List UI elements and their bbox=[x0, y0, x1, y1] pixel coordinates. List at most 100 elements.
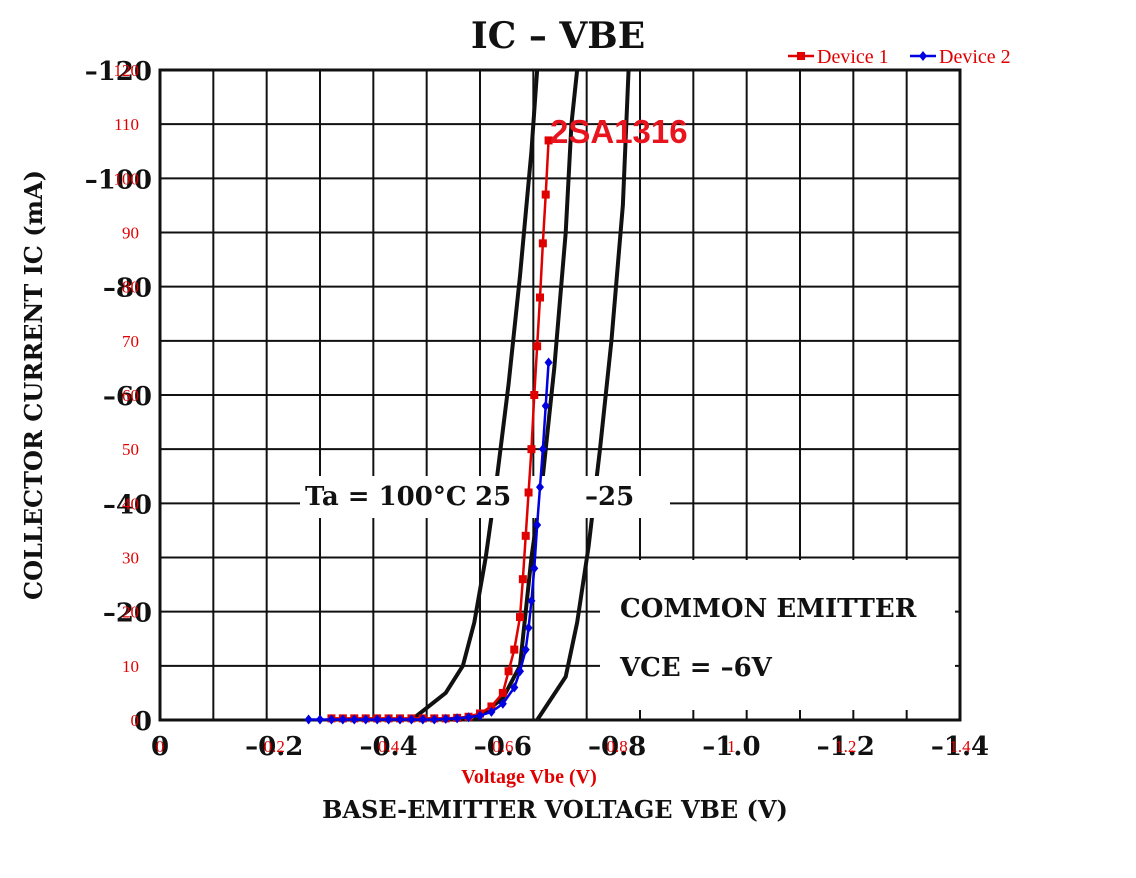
data-point-device-1 bbox=[524, 488, 533, 497]
data-point-device-1 bbox=[533, 342, 542, 351]
data-point-device-2 bbox=[544, 357, 553, 368]
reference-y-tick: 0 bbox=[134, 707, 152, 737]
legend: Device 1 Device 2 bbox=[788, 46, 1011, 68]
data-point-device-2 bbox=[338, 714, 347, 725]
data-point-device-2 bbox=[498, 698, 507, 709]
data-point-device-1 bbox=[544, 136, 553, 145]
reference-x-tick: –0.4 bbox=[359, 732, 417, 762]
data-point-device-2 bbox=[441, 713, 450, 724]
annotation-ta-minus25: –25 bbox=[585, 482, 634, 512]
data-point-device-1 bbox=[518, 575, 527, 584]
data-point-device-2 bbox=[384, 714, 393, 725]
overlay-y-tick: 70 bbox=[122, 332, 139, 351]
reference-x-tick: –0.6 bbox=[474, 732, 532, 762]
overlay-y-tick: 120 bbox=[114, 61, 140, 80]
data-point-device-1 bbox=[510, 645, 519, 654]
overlay-y-tick: 110 bbox=[114, 115, 139, 134]
reference-x-tick: –1.0 bbox=[702, 732, 760, 762]
data-point-device-1 bbox=[521, 531, 530, 540]
reference-x-tick: –1.4 bbox=[931, 732, 989, 762]
main-y-axis-label: COLLECTOR CURRENT IC (mA) bbox=[19, 170, 48, 600]
reference-y-tick: –20 bbox=[103, 599, 152, 629]
reference-labels: IC – VBE COLLECTOR CURRENT IC (mA) BASE-… bbox=[19, 15, 955, 824]
reference-y-tick: –80 bbox=[103, 274, 152, 304]
reference-x-tick: 0 bbox=[151, 732, 169, 762]
overlay-y-tick: 20 bbox=[122, 603, 139, 622]
series-line-device-1 bbox=[331, 140, 550, 720]
data-point-device-2 bbox=[533, 520, 542, 530]
overlay-y-tick: 30 bbox=[122, 549, 139, 568]
reference-x-tick: –0.8 bbox=[588, 732, 646, 762]
overlay-y-tick: 50 bbox=[122, 440, 139, 459]
overlay-y-tick: 90 bbox=[122, 224, 139, 243]
legend-label-device-2: Device 2 bbox=[939, 46, 1011, 68]
overlay-x-tick: 0.4 bbox=[378, 737, 400, 756]
reference-tick-labels: 0 –0.2 –0.4 –0.6 –0.8 –1.0 –1.2 –1.4 0 –20 –40 –60 –… bbox=[85, 57, 989, 762]
main-chart-title: IC – VBE bbox=[471, 15, 645, 57]
data-point-device-2 bbox=[541, 400, 550, 411]
data-point-device-1 bbox=[530, 391, 539, 399]
overlay-x-tick: 0.2 bbox=[264, 737, 285, 756]
legend-label-device-1: Device 1 bbox=[817, 46, 889, 68]
reference-y-tick: –60 bbox=[103, 382, 152, 412]
data-point-device-2 bbox=[464, 712, 473, 723]
data-point-device-2 bbox=[521, 644, 530, 655]
data-point-device-2 bbox=[538, 444, 547, 455]
legend-marker-device-2 bbox=[919, 51, 927, 61]
data-point-device-2 bbox=[530, 563, 539, 574]
overlay-y-tick: 0 bbox=[131, 711, 140, 730]
data-point-device-1 bbox=[516, 613, 524, 622]
data-point-device-2 bbox=[316, 714, 324, 725]
data-point-device-2 bbox=[453, 713, 462, 724]
data-point-device-2 bbox=[373, 714, 382, 725]
overlay-tick-labels: 0 0.2 0.4 0.6 0.8 1 1.2 1.4 0 10 20 30 40 50 60 70 80 90 1… bbox=[114, 61, 972, 756]
overlay-x-tick: 1.2 bbox=[835, 737, 856, 756]
annotation-ta-25: 25 bbox=[475, 482, 511, 512]
device-part-number: 2SA1316 bbox=[550, 113, 688, 150]
overlay-y-tick: 100 bbox=[114, 169, 140, 188]
overlay-y-tick: 80 bbox=[122, 278, 139, 297]
overlay-x-tick: 1.4 bbox=[949, 737, 971, 756]
data-point-device-2 bbox=[350, 714, 359, 725]
data-point-device-1 bbox=[538, 239, 547, 248]
data-point-device-2 bbox=[510, 682, 519, 693]
overlay-x-tick: 0 bbox=[156, 737, 165, 756]
overlay-y-tick: 10 bbox=[122, 657, 139, 676]
annotation-background bbox=[300, 476, 670, 518]
data-point-device-2 bbox=[536, 482, 544, 493]
condition-box bbox=[600, 560, 955, 710]
reference-y-tick: –100 bbox=[85, 165, 152, 195]
overlay-series bbox=[304, 136, 553, 725]
data-point-device-2 bbox=[396, 714, 404, 725]
overlay-y-tick: 60 bbox=[122, 386, 139, 405]
data-point-device-2 bbox=[407, 714, 416, 725]
data-point-device-2 bbox=[487, 706, 496, 717]
data-point-device-1 bbox=[536, 293, 544, 302]
overlay-x-axis-label: Voltage Vbe (V) bbox=[461, 766, 597, 788]
data-point-device-2 bbox=[327, 714, 336, 725]
legend-marker-device-1 bbox=[797, 52, 805, 60]
data-point-device-2 bbox=[516, 666, 524, 677]
data-point-device-2 bbox=[527, 595, 536, 606]
reference-x-tick: –0.2 bbox=[245, 732, 303, 762]
annotation-ta-100: Ta = 100°C bbox=[305, 482, 467, 512]
main-x-axis-label: BASE-EMITTER VOLTAGE VBE (V) bbox=[322, 795, 788, 824]
data-point-device-1 bbox=[498, 688, 507, 697]
data-point-device-2 bbox=[361, 714, 370, 725]
overlay-x-tick: 1 bbox=[727, 737, 736, 756]
data-point-device-1 bbox=[541, 190, 550, 199]
annotation-vce: VCE = –6V bbox=[619, 653, 773, 683]
reference-y-tick: –40 bbox=[103, 490, 152, 520]
annotation-common-emitter: COMMON EMITTER bbox=[620, 594, 917, 624]
data-point-device-2 bbox=[524, 622, 533, 633]
data-point-device-1 bbox=[504, 667, 513, 676]
data-point-device-2 bbox=[418, 714, 427, 725]
data-point-device-2 bbox=[304, 714, 313, 725]
data-point-device-2 bbox=[430, 714, 439, 725]
reference-y-tick: –120 bbox=[85, 57, 152, 87]
overlay-y-tick: 40 bbox=[122, 494, 139, 513]
reference-x-tick: –1.2 bbox=[817, 732, 875, 762]
overlay-x-tick: 0.6 bbox=[492, 737, 513, 756]
data-point-device-2 bbox=[476, 710, 484, 721]
